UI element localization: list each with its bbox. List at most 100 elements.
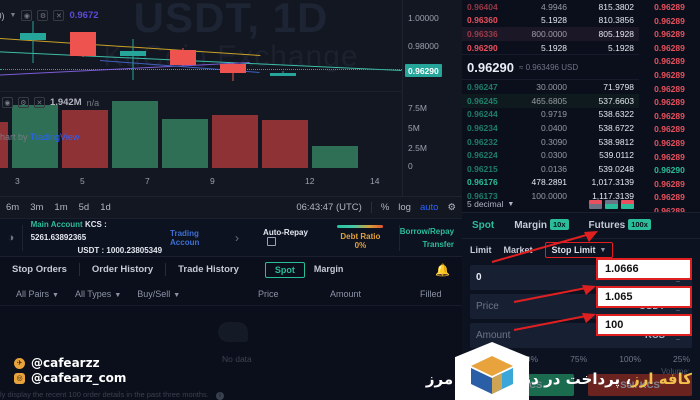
sell-button[interactable]: Sell KCS [588, 374, 692, 396]
tradingview-credit[interactable]: hart by TradingView [0, 132, 79, 142]
decrement-icon[interactable]: − [675, 276, 681, 286]
filter-buy-sell[interactable]: Buy/Sell ▼ [121, 289, 180, 299]
tab-futures[interactable]: Futures 100x [579, 219, 661, 231]
close-icon[interactable]: ✕ [33, 97, 45, 108]
market-segment-control[interactable]: Spot Margin [264, 261, 353, 278]
filter-all-types[interactable]: All Types ▼ [59, 289, 121, 299]
trade-row[interactable]: 0.96289 [654, 151, 685, 162]
chevron-right-icon[interactable]: › [235, 230, 240, 245]
order-book-row[interactable]: 0.96336 800.0000 805.1928 [462, 27, 639, 41]
order-type-market[interactable]: Market [503, 245, 533, 255]
chart-legend-price[interactable]: se, 0) ▼ ◉ ⚙ ✕ 0.9672 [0, 10, 99, 21]
order-book-row[interactable]: 0.96176 478.2891 1,017.3139 [462, 176, 639, 190]
settings-icon[interactable]: ⚙ [37, 10, 49, 21]
segment-margin[interactable]: Margin [313, 263, 344, 274]
order-book-row[interactable]: 0.96290 5.1928 5.1928 [462, 41, 639, 55]
decrement-icon[interactable]: − [675, 334, 681, 344]
timeframe-bar[interactable]: 6m 3m 1m 5d 1d 06:43:47 (UTC) % log auto… [0, 196, 462, 218]
trade-row[interactable]: 0.96290 [654, 165, 685, 176]
percent-50[interactable]: 50% [521, 354, 539, 364]
column-header-price: Price [258, 288, 279, 299]
tab-stop-orders[interactable]: Stop Orders [12, 264, 67, 275]
log-scale-toggle[interactable]: log [398, 202, 411, 213]
order-type-limit[interactable]: Limit [470, 245, 492, 255]
timeframe-6m[interactable]: 6m [6, 202, 20, 213]
order-book-row[interactable]: 0.96245 465.6805 537.6603 [462, 93, 639, 108]
auto-repay-checkbox[interactable] [267, 237, 277, 246]
order-book[interactable]: 0.96404 4.9946 815.3802 0.96360 5.1928 810.38… [462, 0, 639, 212]
tab-order-history[interactable]: Order History [91, 264, 154, 275]
trade-row[interactable]: 0.96289 [654, 178, 685, 189]
trade-row[interactable]: 0.96289 [654, 83, 685, 94]
trade-row[interactable]: 0.96289 [654, 110, 685, 121]
borrow-repay-link[interactable]: Borrow/Repay [399, 226, 455, 236]
order-book-row[interactable]: 0.96224 0.0300 539.0112 [462, 148, 639, 162]
view-both-icon[interactable] [589, 199, 602, 209]
order-type-row[interactable]: Limit Market Stop Limit ▼ [462, 239, 700, 261]
order-book-row[interactable]: 0.96215 0.0136 539.0248 [462, 162, 639, 176]
order-book-row[interactable]: 0.96244 0.9719 538.6322 [462, 108, 639, 122]
auto-repay-label: Auto-Repay [263, 228, 308, 237]
eye-icon[interactable]: ◉ [21, 10, 33, 21]
order-book-row[interactable]: 0.96232 0.3090 538.9812 [462, 135, 639, 149]
main-account-balances: Main Account KCS : 5261.63892365 USDT : … [23, 218, 170, 257]
tab-spot[interactable]: Spot [472, 220, 495, 231]
trading-account-label[interactable]: Trading Accoun [170, 228, 200, 247]
order-type-stop-limit[interactable]: Stop Limit ▼ [544, 242, 614, 258]
trade-row[interactable]: 0.96289 [654, 69, 685, 80]
trade-form-tabs[interactable]: Spot Margin 10x Futures 100x [462, 213, 700, 239]
filter-all-pairs[interactable]: All Pairs ▼ [0, 289, 59, 299]
candle [270, 0, 296, 95]
price-axis[interactable]: 1.00000 0.98000 0.96290 7.5M 5M 2.5M 0 [402, 0, 462, 196]
close-icon[interactable]: ✕ [53, 10, 65, 21]
order-book-row[interactable]: 0.96247 30.0000 71.9798 [462, 80, 639, 94]
percent-75[interactable]: 75% [570, 354, 588, 364]
view-asks-icon[interactable] [621, 199, 634, 209]
trade-row[interactable]: 0.96289 [654, 124, 685, 135]
trade-row[interactable]: 0.96289 [654, 2, 685, 12]
order-book-row[interactable]: 0.96404 4.9946 815.3802 [462, 0, 639, 14]
timeframe-1m[interactable]: 1m [54, 202, 68, 213]
order-book-row[interactable]: 0.96173 100.0000 1,117.3139 [462, 189, 639, 203]
timeframe-1d[interactable]: 1d [100, 202, 111, 213]
trade-row[interactable]: 0.96289 [654, 192, 685, 203]
percent-25-sell[interactable]: 25% [672, 354, 690, 364]
gear-icon[interactable]: ⚙ [447, 202, 456, 213]
decrement-icon[interactable]: − [675, 305, 681, 315]
tab-margin[interactable]: Margin 10x [504, 219, 578, 231]
transfer-link[interactable]: Transfer [422, 239, 455, 249]
trade-row[interactable]: 0.96289 [654, 97, 685, 108]
trade-row[interactable]: 0.96289 [654, 205, 685, 216]
trade-row[interactable]: 0.96289 [654, 42, 685, 53]
timeframe-5d[interactable]: 5d [78, 202, 90, 213]
percent-scale-toggle[interactable]: % [380, 202, 390, 213]
trade-row[interactable]: 0.96289 [654, 29, 685, 40]
auto-scale-toggle[interactable]: auto [419, 202, 439, 213]
chart-legend-volume[interactable]: ) ▼ ◉ ⚙ ✕ 1.942M n/a [0, 97, 99, 108]
timeframe-3m[interactable]: 3m [30, 202, 44, 213]
auto-repay-toggle[interactable]: Auto-Repay [263, 228, 322, 247]
orderbook-view-buttons[interactable] [589, 199, 634, 209]
order-book-asks[interactable]: 0.96404 4.9946 815.3802 0.96360 5.1928 810.38… [462, 0, 639, 54]
settings-icon[interactable]: ⚙ [17, 97, 29, 108]
trade-row[interactable]: 0.96289 [654, 15, 685, 26]
order-filter-row[interactable]: All Pairs ▼ All Types ▼ Buy/Sell ▼ Price Am… [0, 282, 462, 306]
segment-spot[interactable]: Spot [264, 261, 305, 278]
time-tick: 3 [15, 176, 20, 186]
eye-icon[interactable]: ◉ [1, 97, 13, 108]
tab-trade-history[interactable]: Trade History [178, 264, 239, 275]
view-bids-icon[interactable] [605, 199, 618, 209]
price-chart[interactable]: USDT, 1D KuCoin Exchange se, 0) ▼ ◉ ⚙ ✕ … [0, 0, 462, 196]
order-book-row[interactable]: 0.96234 0.0400 538.6722 [462, 121, 639, 135]
order-book-row[interactable]: 0.96360 5.1928 810.3856 [462, 14, 639, 28]
order-book-amount: 0.0400 [541, 122, 567, 133]
order-tabs[interactable]: Stop Orders Order History Trade History … [0, 256, 462, 282]
percent-100[interactable]: 100% [619, 354, 641, 364]
order-book-decimal-selector[interactable]: 5 decimal ▼ [462, 196, 639, 212]
trade-row[interactable]: 0.96289 [654, 56, 685, 67]
order-book-bids[interactable]: 0.96247 30.0000 71.9798 0.96245 465.6805 537.… [462, 80, 639, 202]
recent-trades-list[interactable]: 0.96289 0.96289 0.96289 0.96289 0.96289 0.962… [639, 0, 700, 216]
notification-bell-icon[interactable]: 🔔 [435, 262, 450, 277]
info-icon[interactable]: i [215, 392, 224, 400]
trade-row[interactable]: 0.96289 [654, 137, 685, 148]
